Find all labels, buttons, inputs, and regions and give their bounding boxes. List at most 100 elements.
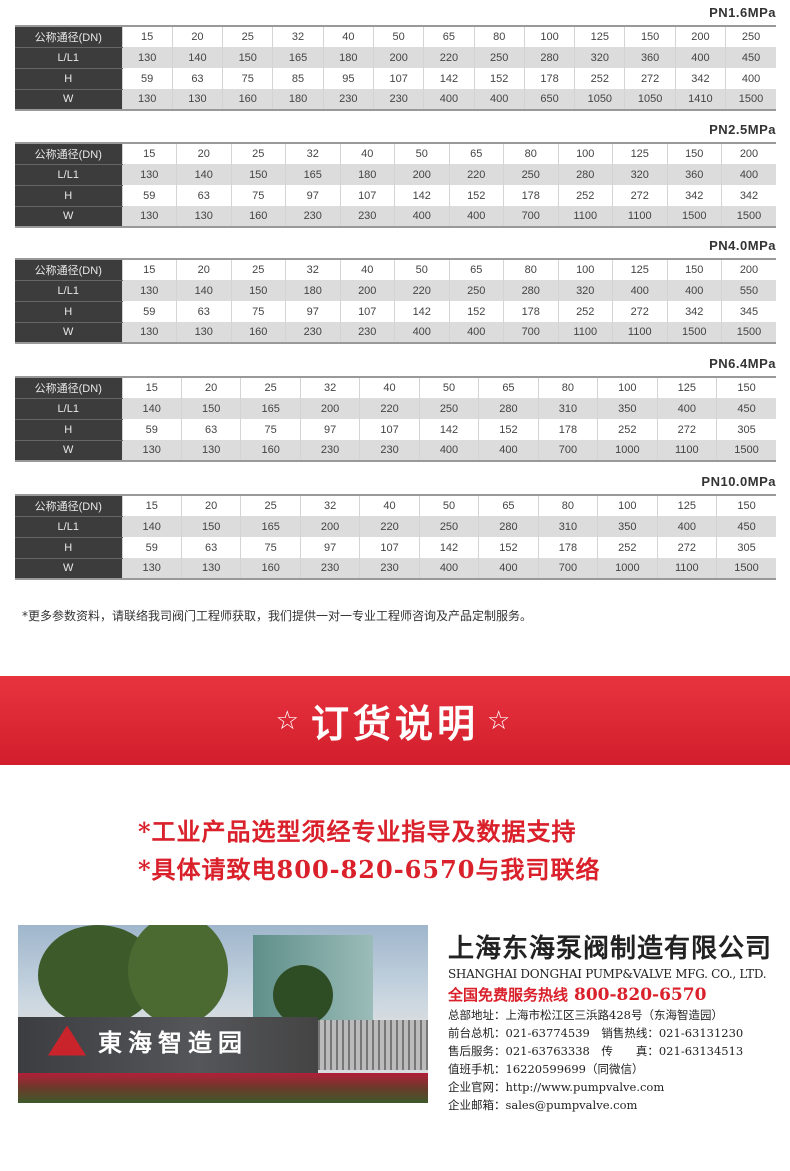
- table-cell: 1500: [725, 89, 776, 110]
- table-row: 公称通径(DN) 15 20 25 32 40 50 65 80 100 125 150: [15, 377, 776, 399]
- table-cell: 280: [523, 47, 575, 68]
- table-cell: 342: [674, 68, 726, 89]
- table-cell: 20: [176, 259, 231, 280]
- table-cell: 700: [503, 322, 558, 343]
- table-cell: 142: [418, 537, 479, 558]
- table-cell: 152: [478, 419, 539, 440]
- row-label: 公称通径(DN): [15, 143, 122, 165]
- table-cell: 130: [121, 322, 177, 343]
- table-cell: 200: [299, 516, 360, 537]
- table-cell: 342: [666, 301, 722, 322]
- table-cell: 400: [423, 89, 475, 110]
- row-label: H: [15, 68, 122, 90]
- phone-line: 前台总机：021-63774539 销售热线：021-63131230: [448, 1026, 744, 1040]
- table-cell: 200: [674, 26, 726, 47]
- table-cell: 140: [176, 280, 231, 301]
- table-cell: 700: [503, 206, 558, 227]
- table-cell: 180: [285, 280, 340, 301]
- table-cell: 59: [121, 185, 177, 206]
- table-cell: 230: [339, 206, 395, 227]
- table-cell: 142: [394, 301, 449, 322]
- table-cell: 50: [372, 26, 424, 47]
- table-cell: 97: [299, 419, 360, 440]
- table-cell: 80: [537, 495, 598, 516]
- hotline: 全国免费服务热线 800-820-6570: [448, 984, 778, 1005]
- table-cell: 250: [418, 398, 479, 419]
- table-cell: 400: [478, 440, 539, 461]
- table-cell: 400: [473, 89, 525, 110]
- table-cell: 230: [299, 558, 360, 579]
- row-label: 公称通径(DN): [15, 377, 122, 399]
- table-cell: 15: [121, 377, 182, 398]
- table-cell: 272: [656, 419, 717, 440]
- table-cell: 50: [418, 495, 479, 516]
- table-cell: 320: [574, 47, 625, 68]
- table-cell: 25: [240, 377, 301, 398]
- table-cell: 95: [322, 68, 374, 89]
- table-cell: 107: [339, 185, 395, 206]
- table-cell: 400: [394, 322, 449, 343]
- table-row: H 59 63 75 85 95 107 142 152 178 252 272 342 400: [15, 68, 776, 90]
- table-cell: 40: [339, 259, 395, 280]
- table-row: W 130 130 160 230 230 400 400 700 1000 1100 1500: [15, 440, 776, 462]
- table-cell: 160: [230, 206, 286, 227]
- table-row: 公称通径(DN) 15 20 25 32 40 50 65 80 100 125 150 200: [15, 259, 776, 281]
- footnote: *更多参数资料，请联络我司阀门工程师获取，我们提供一对一专业工程师咨询及产品定制…: [22, 609, 533, 623]
- hotline-number[interactable]: 800-820-6570: [574, 985, 707, 1005]
- table-cell: 130: [176, 206, 231, 227]
- order-line-2: *具体请致电800-820-6570与我司联络: [138, 855, 601, 884]
- table-cell: 125: [612, 143, 667, 164]
- table-row: W 130 130 160 230 230 400 400 700 1100 1100 1500 150…: [15, 322, 776, 344]
- row-label: L/L1: [15, 516, 122, 538]
- table-cell: 80: [473, 26, 525, 47]
- table-cell: 130: [121, 89, 173, 110]
- table-row: H 59 63 75 97 107 142 152 178 252 272 342 342: [15, 185, 776, 207]
- table-cell: 130: [180, 440, 241, 461]
- table-cell: 130: [121, 47, 173, 68]
- table-cell: 150: [716, 495, 776, 516]
- star-icon: ☆: [275, 705, 303, 736]
- company-info: 上海东海泵阀制造有限公司 SHANGHAI DONGHAI PUMP&VALVE…: [448, 928, 778, 1113]
- table-cell: 40: [359, 495, 420, 516]
- table-cell: 150: [666, 259, 722, 280]
- table-cell: 1500: [666, 206, 722, 227]
- row-label: H: [15, 301, 122, 323]
- table-cell: 272: [612, 301, 667, 322]
- table-cell: 107: [339, 301, 395, 322]
- table-cell: 59: [121, 68, 173, 89]
- table-cell: 1000: [597, 440, 658, 461]
- table-cell: 1500: [721, 322, 776, 343]
- row-label: L/L1: [15, 164, 122, 186]
- table-cell: 1500: [716, 558, 776, 579]
- table-cell: 40: [322, 26, 374, 47]
- table-cell: 700: [537, 440, 598, 461]
- table-cell: 125: [656, 495, 717, 516]
- table-cell: 32: [299, 495, 360, 516]
- mobile-line: 值班手机：16220599699（同微信）: [448, 1062, 644, 1076]
- table-cell: 59: [121, 537, 182, 558]
- table-cell: 150: [716, 377, 776, 398]
- table-cell: 65: [478, 495, 539, 516]
- table-row: 公称通径(DN) 15 20 25 32 40 50 65 80 100 125 150 200: [15, 143, 776, 165]
- website-line[interactable]: 企业官网：http://www.pumpvalve.com: [448, 1080, 665, 1094]
- email-line[interactable]: 企业邮箱：sales@pumpvalve.com: [448, 1098, 638, 1112]
- table-cell: 178: [537, 419, 598, 440]
- table-cell: 165: [240, 516, 301, 537]
- table-cell: 400: [394, 206, 449, 227]
- table-cell: 20: [180, 377, 241, 398]
- table-cell: 80: [503, 259, 558, 280]
- row-label: L/L1: [15, 47, 122, 69]
- table-cell: 15: [121, 259, 177, 280]
- table-cell: 140: [171, 47, 223, 68]
- table-cell: 142: [394, 185, 449, 206]
- table-cell: 130: [121, 164, 177, 185]
- row-label: H: [15, 537, 122, 559]
- row-label: W: [15, 89, 122, 111]
- table-cell: 450: [716, 398, 776, 419]
- table-cell: 252: [557, 301, 613, 322]
- table-row: W 130 130 160 230 230 400 400 700 1000 1100 1500: [15, 558, 776, 580]
- table-cell: 180: [339, 164, 395, 185]
- table-cell: 350: [597, 516, 658, 537]
- spec-table: 公称通径(DN) 15 20 25 32 40 50 65 80 100 125 150 200 L/L1…: [15, 258, 776, 344]
- table-cell: 180: [322, 47, 374, 68]
